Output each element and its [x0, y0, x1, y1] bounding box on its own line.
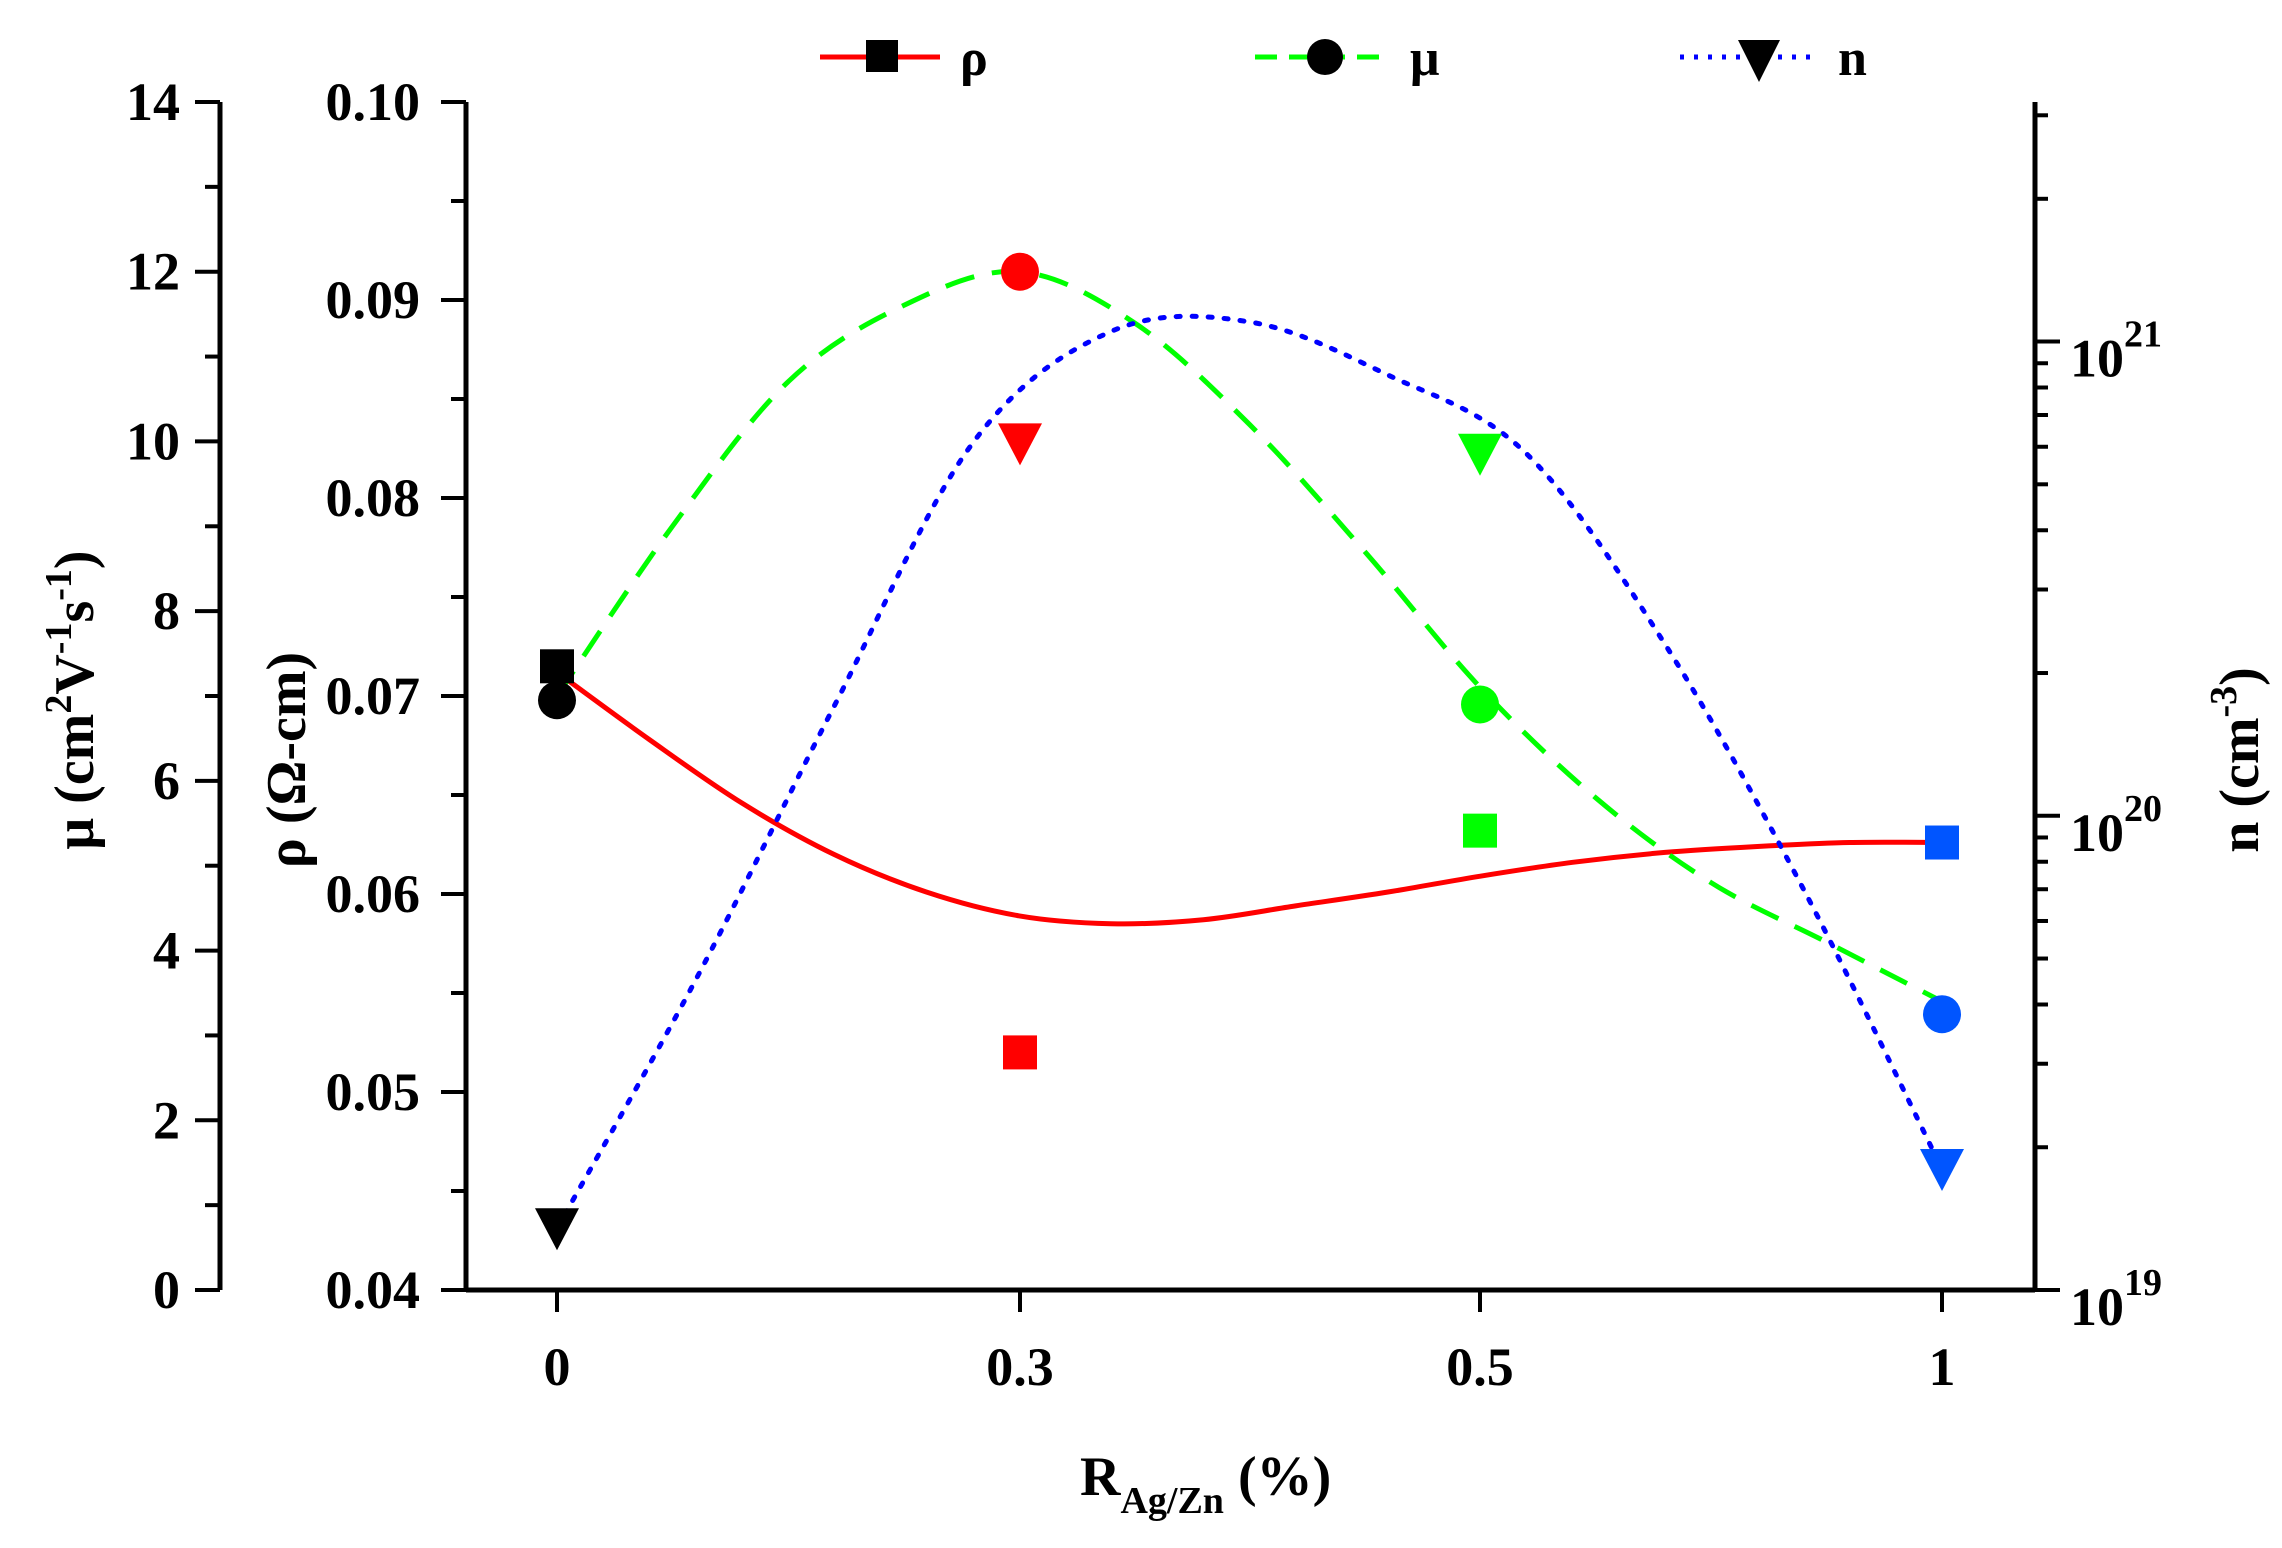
legend: ρ μ n	[820, 30, 1867, 87]
mu-point	[1923, 995, 1961, 1034]
legend-item-n: n	[1680, 30, 1867, 87]
mu-point	[1001, 252, 1039, 291]
rho-tick-label: 0.05	[326, 1062, 421, 1122]
axis-ticks	[195, 100, 2060, 1312]
fit-curve-n	[554, 313, 1945, 1231]
tick-labels: 024681012140.040.050.060.070.080.090.101…	[126, 72, 2162, 1397]
mu-tick-label: 10	[126, 411, 180, 471]
legend-marker-square	[866, 40, 898, 72]
n-tick-label: 1019	[2070, 1262, 2162, 1337]
n-point	[998, 423, 1042, 466]
legend-label-n: n	[1838, 30, 1867, 87]
rho-axis-title: ρ (Ω-cm)	[256, 652, 318, 868]
n-axis-title: n (cm-3)	[2203, 667, 2271, 853]
rho-point	[540, 649, 574, 684]
rho-point	[1925, 825, 1959, 860]
x-tick-label: 0	[544, 1337, 571, 1397]
fit-curves	[554, 268, 1945, 1231]
mu-point	[1461, 685, 1499, 724]
mu-tick-label: 14	[126, 72, 180, 132]
mu-tick-label: 0	[153, 1260, 180, 1320]
mu-tick-label: 8	[153, 581, 180, 641]
rho-point	[1003, 1035, 1037, 1070]
legend-label-rho: ρ	[960, 30, 988, 87]
x-tick-label: 0.3	[986, 1337, 1054, 1397]
mu-tick-label: 12	[126, 242, 180, 302]
x-axis-title: RAg/Zn (%)	[1080, 1446, 1331, 1522]
rho-tick-label: 0.10	[326, 72, 421, 132]
x-tick-label: 1	[1929, 1337, 1956, 1397]
mu-tick-label: 6	[153, 751, 180, 811]
legend-marker-circle	[1307, 39, 1343, 75]
rho-point	[1463, 813, 1497, 848]
n-tick-label: 1021	[2070, 314, 2162, 389]
rho-tick-label: 0.07	[326, 666, 421, 726]
mu-point	[538, 681, 576, 720]
rho-tick-label: 0.09	[326, 270, 421, 330]
n-tick-label: 1020	[2070, 788, 2162, 863]
mu-tick-label: 2	[153, 1090, 180, 1150]
mu-axis-title: μ (cm2V-1s-1)	[38, 550, 106, 849]
n-point	[1920, 1148, 1964, 1191]
x-tick-label: 0.5	[1446, 1337, 1514, 1397]
legend-item-mu: μ	[1255, 30, 1439, 87]
n-point	[1458, 433, 1502, 476]
data-points	[535, 252, 1964, 1251]
legend-marker-triangle	[1738, 40, 1780, 82]
fit-curve-mu	[554, 268, 1944, 1004]
legend-label-mu: μ	[1410, 30, 1439, 87]
fit-curve-rho	[555, 670, 1943, 927]
legend-item-rho: ρ	[820, 30, 988, 87]
mu-tick-label: 4	[153, 921, 180, 981]
n-point	[535, 1208, 579, 1251]
rho-tick-label: 0.06	[326, 864, 421, 924]
rho-tick-label: 0.04	[326, 1260, 421, 1320]
rho-tick-label: 0.08	[326, 468, 421, 528]
